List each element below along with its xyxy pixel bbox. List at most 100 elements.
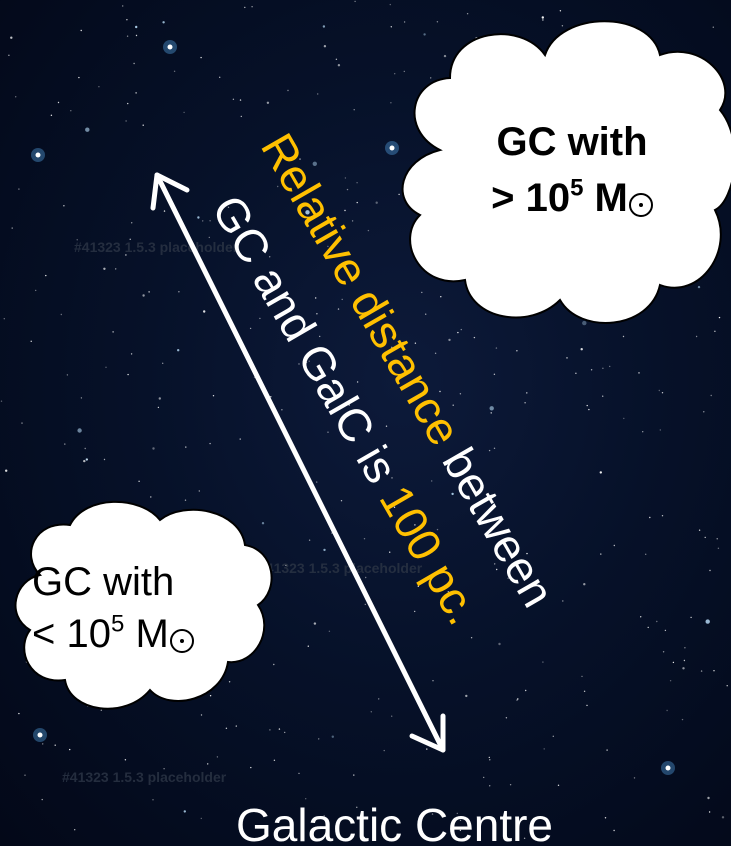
star [183, 810, 186, 813]
star [423, 33, 426, 36]
star [285, 137, 287, 140]
star [473, 336, 476, 339]
star [505, 717, 508, 719]
star [599, 471, 602, 474]
star [18, 712, 20, 715]
star [516, 350, 518, 352]
star [298, 363, 300, 365]
star [390, 102, 392, 104]
large-gc-line1: GC with [496, 120, 648, 164]
star [209, 442, 211, 445]
star [278, 728, 281, 730]
bright-star [665, 765, 671, 771]
star [552, 735, 554, 737]
star [216, 756, 219, 758]
star [483, 776, 485, 779]
star [683, 659, 686, 662]
star [559, 10, 562, 12]
star [443, 54, 447, 58]
star [353, 774, 355, 776]
small-gc-cloud [14, 500, 273, 710]
star [430, 77, 432, 79]
star [200, 714, 203, 716]
star [489, 785, 491, 787]
star [517, 698, 519, 700]
star [323, 548, 326, 552]
star [470, 637, 473, 639]
star [337, 308, 340, 310]
star [385, 425, 388, 427]
star [69, 748, 71, 751]
star [640, 616, 642, 618]
star [489, 406, 494, 411]
star [642, 431, 644, 433]
star [235, 725, 237, 727]
star [135, 25, 138, 29]
star [30, 340, 32, 342]
star [356, 182, 358, 184]
star [697, 285, 701, 289]
star [460, 328, 462, 331]
star [277, 185, 279, 188]
star [152, 447, 155, 450]
star [426, 748, 428, 750]
star [613, 544, 615, 547]
large-gc-label: GC with > 105 M [462, 114, 682, 226]
star [203, 310, 206, 313]
star [526, 552, 528, 555]
star [717, 547, 720, 549]
star [542, 19, 544, 21]
star [557, 784, 560, 786]
star [308, 539, 311, 541]
star [142, 124, 144, 126]
star [70, 110, 72, 112]
star [287, 89, 289, 92]
star [162, 21, 165, 24]
star [609, 365, 611, 368]
star [681, 718, 684, 721]
star [21, 422, 23, 424]
star [456, 812, 458, 815]
bright-star [37, 732, 43, 738]
star [209, 220, 211, 222]
star [125, 254, 127, 256]
star [127, 373, 129, 376]
star [317, 93, 319, 95]
star [489, 759, 491, 761]
star [623, 417, 625, 420]
bright-star [389, 145, 395, 151]
star [261, 522, 265, 525]
small-gc-label: GC with < 105 M [32, 556, 252, 660]
star [716, 538, 718, 540]
star [5, 469, 8, 472]
star [327, 431, 329, 433]
large-gc-mass-prefix: > 10 [491, 176, 571, 220]
star [365, 576, 367, 579]
star [232, 98, 235, 101]
solar-mass-symbol-icon [169, 629, 194, 653]
star [129, 238, 131, 240]
star [10, 36, 13, 39]
star [602, 395, 604, 397]
star [363, 538, 366, 540]
bright-star [167, 44, 173, 50]
star [434, 352, 437, 354]
star [11, 227, 13, 229]
star [3, 318, 5, 320]
star [239, 438, 241, 440]
star [695, 335, 698, 338]
star [157, 406, 160, 409]
star [390, 26, 392, 28]
small-gc-line2: < 105 M [32, 608, 252, 660]
star [488, 756, 490, 759]
star [354, 0, 356, 3]
star [633, 777, 636, 779]
star [125, 120, 127, 122]
star [337, 63, 341, 67]
star [664, 629, 667, 632]
star [341, 298, 343, 301]
star [432, 680, 434, 682]
star [466, 13, 469, 15]
large-gc-cloud [401, 20, 731, 324]
